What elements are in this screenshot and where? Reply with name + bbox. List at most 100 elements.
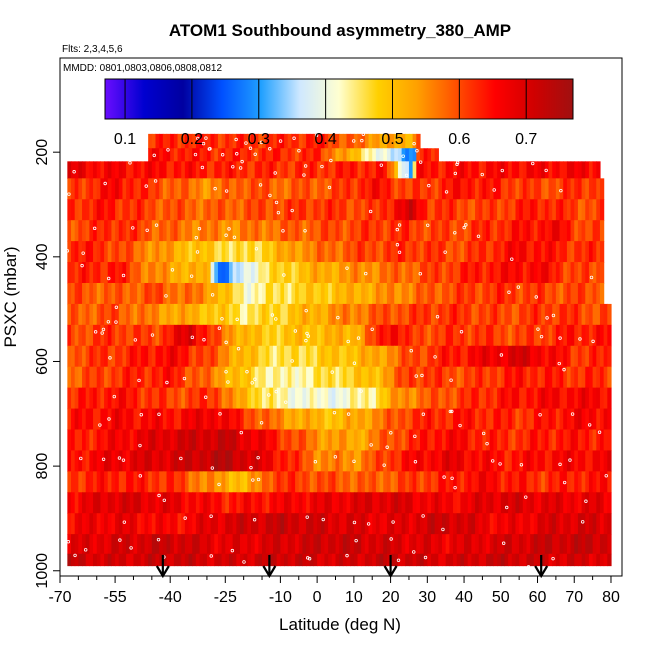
x-tick-label: -25	[214, 589, 237, 606]
heatmap-cell	[449, 366, 454, 389]
heatmap-cell	[394, 324, 399, 347]
heatmap-cell	[508, 492, 513, 514]
heatmap-cell	[151, 553, 157, 567]
observation-point	[481, 431, 486, 436]
heatmap-cell	[133, 199, 138, 221]
observation-point	[557, 361, 561, 366]
observation-point	[534, 295, 538, 299]
heatmap-cell	[295, 133, 300, 149]
heatmap-cell	[412, 534, 417, 555]
heatmap-cell	[221, 262, 226, 284]
heatmap-cell	[607, 387, 612, 410]
heatmap-cell	[82, 471, 87, 493]
heatmap-cell	[475, 408, 480, 431]
heatmap-cell	[324, 324, 329, 347]
observation-point	[293, 329, 298, 333]
observation-point	[244, 141, 248, 145]
heatmap-cell	[262, 513, 267, 535]
heatmap-cell	[85, 199, 90, 221]
heatmap-cell	[111, 408, 116, 431]
heatmap-cell	[118, 534, 124, 555]
heatmap-cell	[173, 282, 179, 305]
heatmap-cell	[225, 366, 230, 389]
heatmap-cell	[574, 262, 579, 284]
heatmap-cell	[159, 513, 164, 535]
heatmap-cell	[559, 429, 564, 452]
heatmap-cell	[427, 220, 432, 242]
heatmap-cell	[464, 366, 469, 389]
observation-point	[442, 475, 446, 479]
heatmap-cell	[559, 262, 564, 284]
heatmap-cell	[364, 492, 370, 514]
observation-point	[72, 170, 76, 174]
heatmap-cell	[320, 161, 326, 179]
heatmap-cell	[162, 366, 168, 389]
heatmap-cell	[596, 303, 601, 326]
heatmap-cell	[504, 492, 509, 514]
heatmap-cell	[508, 324, 513, 347]
heatmap-cell	[203, 492, 208, 514]
heatmap-cell	[254, 429, 259, 452]
heatmap-cell	[269, 199, 274, 221]
heatmap-cell	[530, 199, 535, 221]
heatmap-cell	[405, 471, 410, 493]
heatmap-cell	[280, 534, 285, 555]
heatmap-cell	[287, 199, 293, 221]
observation-point	[144, 184, 148, 188]
heatmap-cell	[67, 199, 72, 221]
heatmap-cell	[140, 199, 146, 221]
heatmap-cell	[273, 199, 278, 221]
heatmap-cell	[173, 408, 179, 431]
heatmap-cell	[111, 220, 116, 242]
heatmap-cell	[247, 133, 252, 149]
heatmap-cell	[412, 161, 417, 179]
heatmap-cell	[397, 513, 403, 535]
heatmap-cell	[405, 387, 410, 410]
heatmap-cell	[383, 345, 388, 368]
heatmap-cell	[350, 534, 355, 555]
heatmap-cell	[511, 303, 517, 326]
heatmap-cell	[552, 553, 557, 567]
heatmap-cell	[192, 492, 197, 514]
heatmap-cell	[166, 366, 171, 389]
heatmap-cell	[313, 408, 318, 431]
heatmap-cell	[89, 513, 94, 535]
heatmap-cell	[284, 387, 289, 410]
heatmap-cell	[313, 553, 318, 567]
heatmap-cell	[221, 471, 226, 493]
heatmap-cell	[122, 471, 127, 493]
heatmap-cell	[434, 429, 439, 452]
heatmap-cell	[170, 471, 175, 493]
heatmap-cell	[438, 408, 443, 431]
heatmap-cell	[375, 178, 381, 200]
heatmap-cell	[309, 282, 315, 305]
heatmap-cell	[353, 161, 359, 179]
observation-point	[254, 247, 259, 251]
heatmap-cell	[269, 161, 274, 179]
heatmap-cell	[544, 366, 550, 389]
heatmap-cell	[585, 199, 590, 221]
observation-point	[108, 356, 112, 360]
heatmap-cell	[467, 408, 472, 431]
observation-point	[217, 326, 222, 330]
heatmap-cell	[346, 450, 351, 472]
heatmap-cell	[357, 429, 362, 452]
heatmap-cell	[486, 534, 491, 555]
observation-point	[395, 243, 400, 247]
heatmap-cell	[67, 161, 72, 179]
heatmap-cell	[475, 366, 480, 389]
heatmap-cell	[302, 450, 307, 472]
heatmap-cell	[445, 262, 450, 284]
heatmap-cell	[126, 199, 131, 221]
heatmap-cell	[82, 553, 87, 567]
heatmap-cell	[364, 178, 370, 200]
heatmap-cell	[78, 161, 83, 179]
heatmap-cell	[122, 429, 127, 452]
heatmap-cell	[192, 366, 197, 389]
observation-point	[217, 482, 221, 487]
heatmap-cell	[570, 345, 575, 368]
heatmap-cell	[386, 241, 392, 263]
heatmap-cell	[291, 513, 296, 535]
heatmap-cell	[522, 513, 528, 535]
heatmap-cell	[599, 450, 605, 472]
